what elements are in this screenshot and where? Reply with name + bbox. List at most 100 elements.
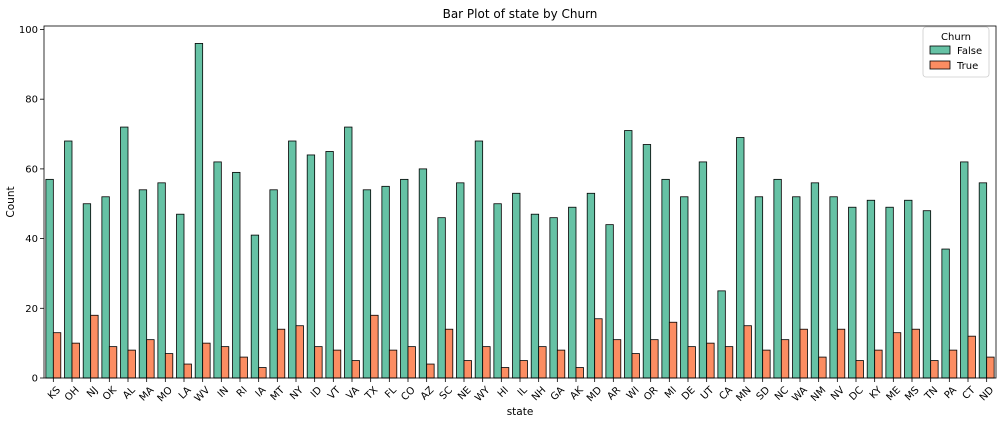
bar-false-ia <box>250 234 260 379</box>
bar-true-nc <box>780 339 790 379</box>
bar-false-nc <box>773 178 782 379</box>
bar-false-nv <box>829 196 838 379</box>
bar-true-ny <box>295 325 304 379</box>
bar-false-la <box>176 213 185 379</box>
bar-false-md <box>586 192 596 379</box>
bar-true-nh <box>538 346 547 379</box>
x-tick-label: CO <box>399 385 417 403</box>
bar-false-wa <box>792 196 801 379</box>
x-tick-label: WV <box>193 385 213 405</box>
bar-true-ok <box>108 346 118 379</box>
x-tick-label: GA <box>549 385 567 403</box>
bar-true-id <box>314 346 323 379</box>
bar-true-nj <box>90 314 99 379</box>
bar-true-ar <box>612 339 622 379</box>
x-tick-label: WA <box>790 385 809 404</box>
x-tick-label: AR <box>605 385 623 403</box>
y-tick-label: 60 <box>25 164 38 175</box>
x-tick-label: WY <box>473 384 493 404</box>
bar-true-de <box>687 346 696 379</box>
bar-false-ut <box>698 161 708 379</box>
bar-false-wv <box>194 43 204 379</box>
bar-false-de <box>680 196 689 379</box>
x-tick-label: TN <box>922 385 940 403</box>
bar-false-me <box>885 206 894 379</box>
bar-false-az <box>418 168 428 379</box>
bar-false-mt <box>269 189 278 379</box>
bar-true-al <box>127 349 136 379</box>
bar-false-fl <box>381 185 390 379</box>
bar-true-nd <box>986 356 995 379</box>
x-tick-label: PA <box>943 385 960 402</box>
bar-true-ut <box>706 342 715 379</box>
bar-false-dc <box>848 206 857 379</box>
bar-true-md <box>594 318 603 379</box>
bar-true-hi <box>500 367 510 379</box>
y-tick-label: 100 <box>19 25 38 36</box>
legend-items: False True <box>929 45 982 72</box>
bar-true-sd <box>762 349 771 379</box>
x-tick-label: IL <box>516 385 530 399</box>
x-tick-label: VA <box>345 385 362 402</box>
x-tick-label: SD <box>755 385 773 403</box>
bar-true-co <box>407 346 416 379</box>
bar-false-il <box>512 192 521 379</box>
bar-false-sd <box>754 196 764 379</box>
x-tick-label: NH <box>530 385 548 403</box>
x-tick-label: UT <box>699 384 717 402</box>
bar-false-or <box>642 144 652 379</box>
bar-true-ri <box>239 356 248 379</box>
bar-true-ct <box>967 335 976 379</box>
bar-true-wv <box>202 342 211 379</box>
x-tick-label: MO <box>156 385 176 405</box>
x-tick-label: IN <box>216 385 231 400</box>
bar-false-ne <box>456 182 465 379</box>
bar-false-ms <box>904 199 913 379</box>
x-tick-label: AZ <box>419 385 437 403</box>
chart-title: Bar Plot of state by Churn <box>443 7 598 21</box>
bar-false-tn <box>922 210 932 379</box>
bar-false-ks <box>45 178 54 379</box>
x-tick-label: LA <box>177 385 194 402</box>
bar-false-nm <box>810 182 820 379</box>
bar-false-mo <box>157 182 166 379</box>
bar-true-wi <box>631 353 640 379</box>
legend-swatch-true <box>929 60 951 70</box>
x-tick-label: AL <box>121 385 138 402</box>
bar-false-ok <box>101 196 110 379</box>
bar-false-ga <box>549 217 558 379</box>
bar-true-ia <box>258 367 267 379</box>
bar-true-ca <box>724 346 734 379</box>
x-tick-label: NV <box>829 385 847 403</box>
bar-false-ny <box>288 140 297 379</box>
x-tick-label: NC <box>773 385 791 403</box>
x-tick-label: HI <box>496 385 511 400</box>
x-tick-label: MS <box>903 385 921 403</box>
bar-true-wa <box>799 328 808 379</box>
bar-false-id <box>306 154 316 379</box>
bar-false-va <box>344 126 353 379</box>
bar-false-wy <box>474 140 484 379</box>
bar-false-ky <box>866 199 876 379</box>
x-tick-label: IA <box>254 385 269 400</box>
x-tick-label: MD <box>585 385 605 405</box>
bar-true-or <box>650 339 659 379</box>
bar-true-oh <box>71 342 80 379</box>
bar-false-co <box>400 178 409 379</box>
bar-true-me <box>892 332 902 379</box>
bar-false-sc <box>437 217 446 379</box>
bar-true-pa <box>948 349 958 379</box>
x-tick-label: VT <box>326 384 344 402</box>
x-tick-label: NJ <box>85 385 100 400</box>
x-tick-label: TX <box>363 385 381 403</box>
x-axis-label: state <box>507 406 534 418</box>
bar-true-ga <box>556 349 566 379</box>
bar-true-dc <box>855 360 864 379</box>
x-tick-label: KY <box>868 384 885 401</box>
bar-true-mt <box>276 328 286 379</box>
bar-false-al <box>120 126 129 379</box>
bar-false-ca <box>717 290 726 379</box>
x-tick-label: SC <box>438 385 455 402</box>
legend-swatch-false <box>929 45 951 55</box>
